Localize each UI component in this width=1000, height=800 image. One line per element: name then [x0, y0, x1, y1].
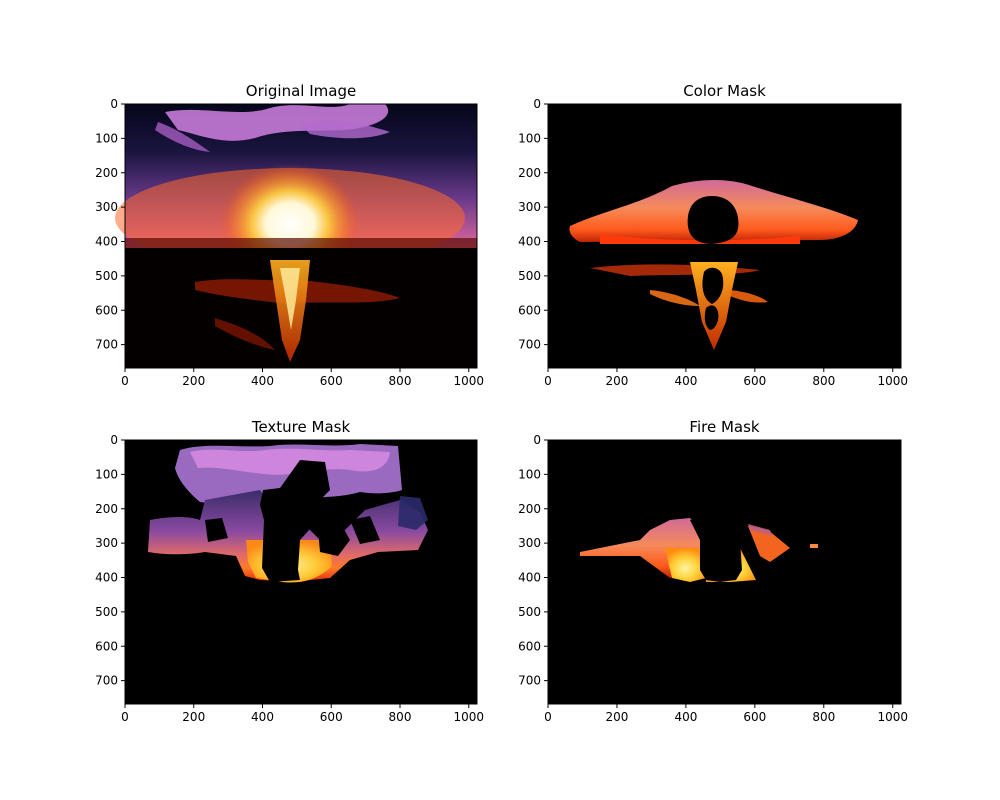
panel-2-xtick-label: 600: [743, 374, 766, 388]
image-fire-mask: [548, 440, 901, 704]
panel-3-ytick-label: 200: [95, 502, 118, 516]
panel-3-ytick-label: 700: [95, 674, 118, 688]
panel-2-ytick-label: 300: [518, 200, 541, 214]
panel-1-ytick-label: 700: [95, 338, 118, 352]
panel-3-ytick-label: 300: [95, 536, 118, 550]
image-texture-mask: [125, 440, 477, 704]
panel-fire-mask: [548, 440, 901, 704]
panel-1-xtick-label: 0: [121, 374, 129, 388]
panel-1-ytick-label: 0: [110, 97, 118, 111]
panel-1-xtick-label: 400: [251, 374, 274, 388]
panel-2-xtick-label: 400: [674, 374, 697, 388]
panel-1-xtick-label: 1000: [453, 374, 484, 388]
panel-4-xtick-label: 1000: [877, 710, 908, 724]
panel-2-xtick-label: 800: [812, 374, 835, 388]
panel-4-xtick-label: 600: [743, 710, 766, 724]
panel-1-ytick-label: 200: [95, 166, 118, 180]
panel-2-title: Color Mask: [683, 82, 766, 100]
panel-2-ytick-label: 600: [518, 303, 541, 317]
panel-3-ytick-label: 600: [95, 639, 118, 653]
panel-1-ytick-label: 400: [95, 235, 118, 249]
panel-1-xtick-label: 800: [389, 374, 412, 388]
panel-3-ytick-label: 0: [110, 433, 118, 447]
panel-texture-mask: [125, 440, 477, 704]
panel-2-xtick-label: 200: [605, 374, 628, 388]
panel-3-title: Texture Mask: [251, 418, 351, 436]
panel-2-ytick-label: 700: [518, 338, 541, 352]
panel-3-xtick-label: 1000: [453, 710, 484, 724]
panel-3-xtick-label: 800: [389, 710, 412, 724]
panel-4-ytick-label: 700: [518, 674, 541, 688]
panel-3-ytick-label: 500: [95, 605, 118, 619]
panel-2-ytick-label: 0: [533, 97, 541, 111]
panel-1-ytick-label: 300: [95, 200, 118, 214]
panel-1-xtick-label: 600: [320, 374, 343, 388]
panel-2-ytick-label: 200: [518, 166, 541, 180]
panel-3-ytick-label: 100: [95, 467, 118, 481]
panel-1-title: Original Image: [246, 82, 356, 100]
panel-3-xtick-label: 200: [182, 710, 205, 724]
panel-1-ytick-label: 100: [95, 131, 118, 145]
image-original: [115, 104, 477, 368]
panel-1-ytick-label: 500: [95, 269, 118, 283]
panel-3-xtick-label: 0: [121, 710, 129, 724]
panel-1-ytick-label: 600: [95, 303, 118, 317]
panel-2-ytick-label: 100: [518, 131, 541, 145]
panel-4-xtick-label: 400: [674, 710, 697, 724]
panel-2-xtick-label: 0: [544, 374, 552, 388]
panel-4-ytick-label: 200: [518, 502, 541, 516]
panel-4-title: Fire Mask: [689, 418, 759, 436]
panel-4-xtick-label: 0: [544, 710, 552, 724]
panel-2-ytick-label: 400: [518, 235, 541, 249]
panel-3-xtick-label: 400: [251, 710, 274, 724]
panel-4-ytick-label: 300: [518, 536, 541, 550]
panel-3-ytick-label: 400: [95, 571, 118, 585]
panel-original-image: [115, 104, 477, 368]
panel-3-xtick-label: 600: [320, 710, 343, 724]
image-color-mask: [548, 104, 901, 368]
panel-4-ytick-label: 500: [518, 605, 541, 619]
panel-4-xtick-label: 800: [812, 710, 835, 724]
panel-4-xtick-label: 200: [605, 710, 628, 724]
panel-2-xtick-label: 1000: [877, 374, 908, 388]
panel-4-ytick-label: 400: [518, 571, 541, 585]
panel-4-ytick-label: 0: [533, 433, 541, 447]
panel-4-ytick-label: 100: [518, 467, 541, 481]
panel-1-xtick-label: 200: [182, 374, 205, 388]
panel-color-mask: [548, 104, 901, 368]
panel-4-ytick-label: 600: [518, 639, 541, 653]
panel-2-ytick-label: 500: [518, 269, 541, 283]
